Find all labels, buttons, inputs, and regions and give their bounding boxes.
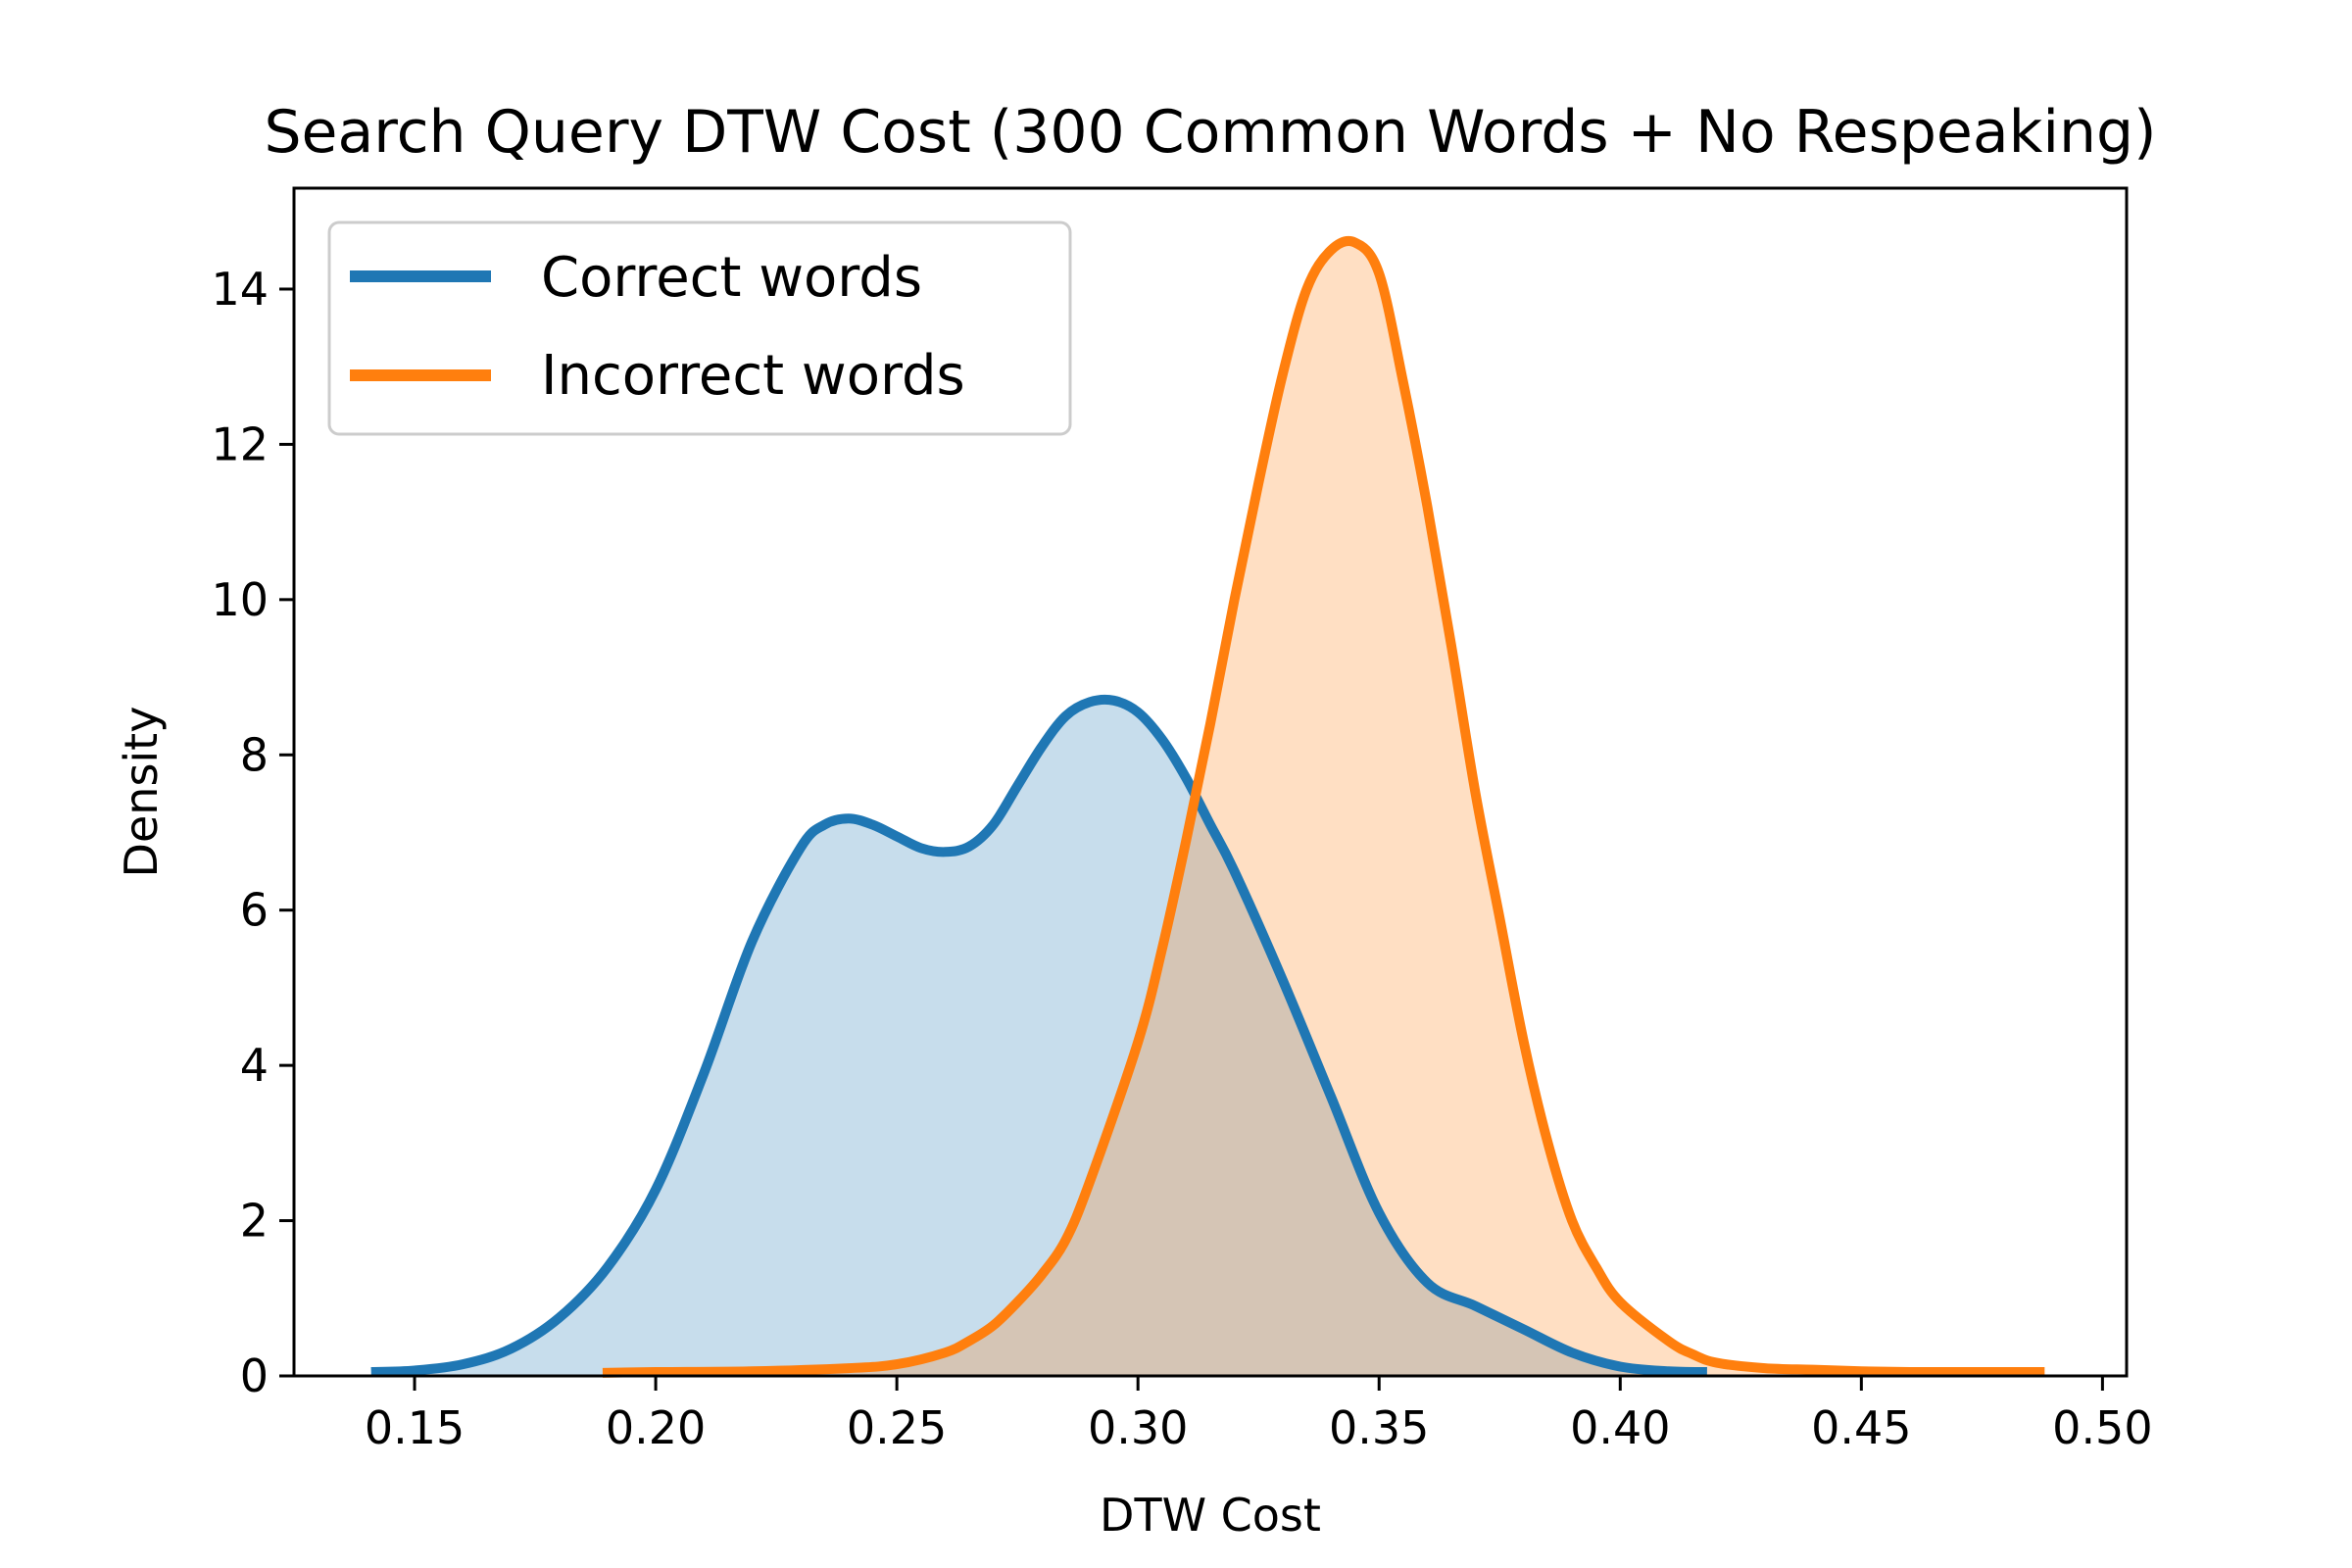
x-tick-label: 0.25 [847,1401,947,1454]
y-axis-label: Density [115,707,168,878]
legend: Correct words Incorrect words [327,220,1072,436]
y-tick-label: 6 [240,884,269,937]
x-tick-label: 0.45 [1811,1401,1911,1454]
chart-title: Search Query DTW Cost (300 Common Words … [264,98,2156,167]
y-tick-label: 2 [240,1195,269,1248]
y-axis: 0 2 4 6 8 10 12 14 [211,263,294,1402]
density-line-correct-words [370,694,1707,1378]
legend-box [327,220,1072,436]
y-tick-label: 14 [211,263,269,316]
density-line-incorrect-words [602,235,2045,1378]
line-layer [370,235,2045,1378]
y-tick-label: 4 [240,1039,269,1092]
x-tick-label: 0.35 [1329,1401,1429,1454]
density-fill-incorrect-words [602,240,2045,1376]
y-tick-label: 12 [211,417,269,470]
legend-label-incorrect-words: Incorrect words [541,344,965,408]
x-axis: 0.15 0.20 0.25 0.30 0.35 0.40 0.45 0.50 [365,1376,2153,1454]
plot-frame [292,186,2129,1378]
x-tick-label: 0.40 [1570,1401,1670,1454]
legend-label-correct-words: Correct words [541,246,922,310]
x-tick-label: 0.30 [1088,1401,1188,1454]
y-tick-label: 0 [240,1349,269,1402]
y-tick-label: 10 [211,573,269,626]
y-tick-label: 8 [240,728,269,781]
x-tick-label: 0.50 [2052,1401,2152,1454]
x-tick-label: 0.15 [365,1401,465,1454]
x-axis-label: DTW Cost [1100,1489,1321,1542]
x-tick-label: 0.20 [606,1401,706,1454]
